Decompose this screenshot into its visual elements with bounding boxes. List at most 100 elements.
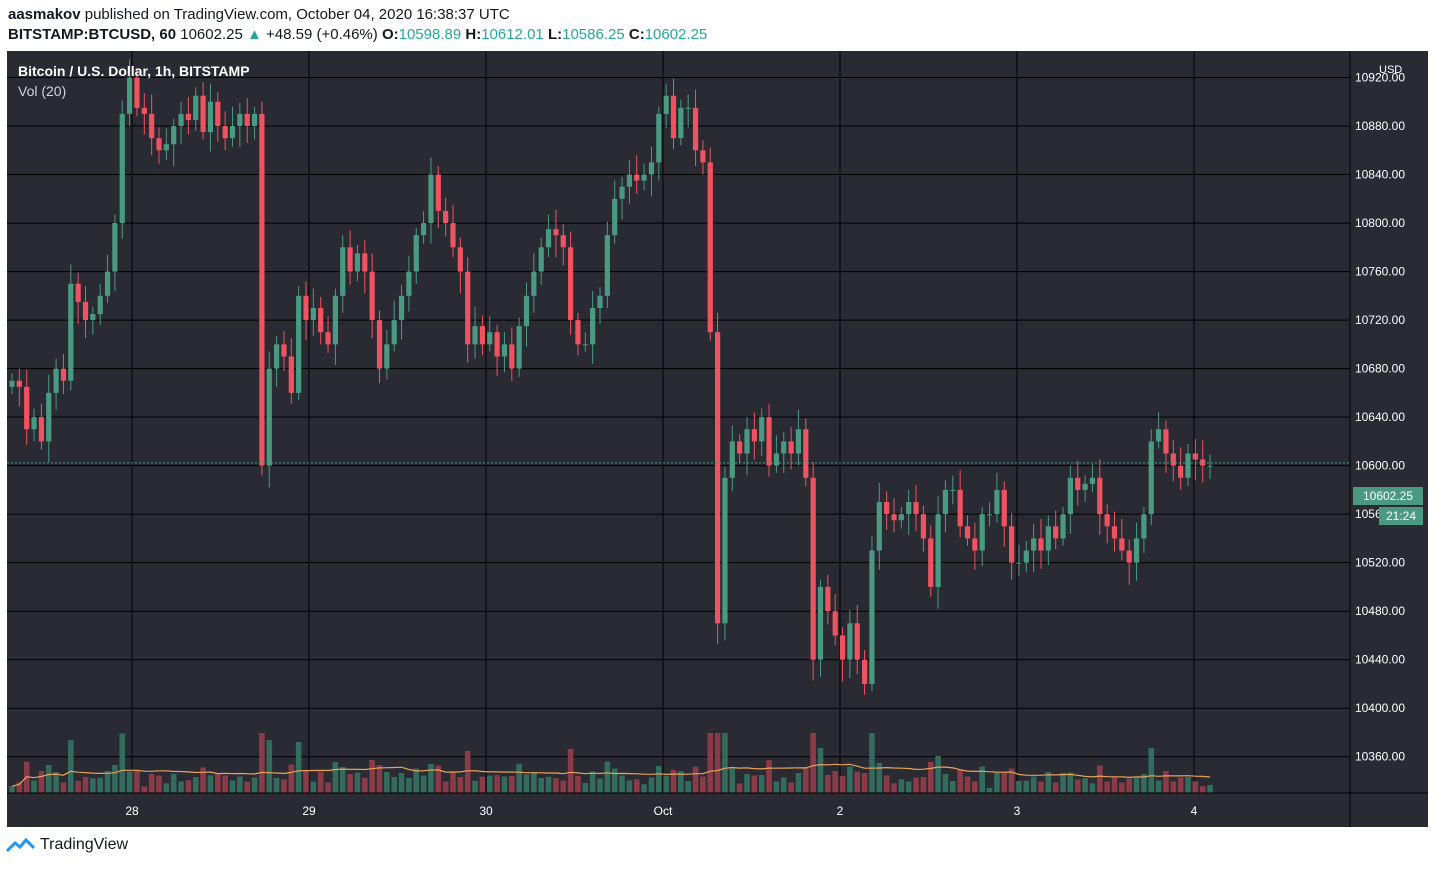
candle-body <box>134 77 140 108</box>
candle-body <box>207 101 214 133</box>
volume-bar <box>619 775 625 793</box>
volume-bars <box>9 733 1213 793</box>
candle-body <box>237 113 243 127</box>
volume-bar <box>714 733 721 793</box>
volume-bar <box>339 767 346 793</box>
candle-body <box>545 229 552 248</box>
candle-body <box>994 489 1000 515</box>
time-tick-label: Oct <box>654 804 673 818</box>
volume-bar <box>486 775 493 793</box>
candle-body <box>1082 483 1088 490</box>
volume-bar <box>1170 781 1177 793</box>
price-tick-label: 10640.00 <box>1355 410 1405 424</box>
candle-body <box>1185 453 1191 478</box>
volume-bar <box>450 772 456 793</box>
volume-bar <box>266 740 273 793</box>
candle-body <box>354 253 361 272</box>
candle-body <box>1089 477 1096 484</box>
volume-bar <box>1030 776 1037 793</box>
publish-date: published on TradingView.com, October 04… <box>84 6 510 23</box>
publisher-name[interactable]: aasmakov <box>8 6 81 23</box>
candle-body <box>810 477 816 660</box>
chart-title: Bitcoin / U.S. Dollar, 1h, BITSTAMP <box>18 63 250 79</box>
volume-bar <box>633 779 640 793</box>
candle-body <box>957 489 963 527</box>
price-tick-label: 10440.00 <box>1355 653 1405 667</box>
price-tick-label: 10400.00 <box>1355 701 1405 715</box>
volume-bar <box>1207 785 1213 793</box>
candle-body <box>104 271 111 296</box>
volume-bar <box>729 767 736 793</box>
candle-body <box>472 326 478 345</box>
candle-body <box>24 386 30 430</box>
time-axis[interactable]: 28 29 30 Oct 2 3 4 <box>7 51 1428 827</box>
candle-body <box>156 138 162 151</box>
candle-body <box>972 538 978 551</box>
volume-bar <box>876 763 883 793</box>
publish-info: aasmakov published on TradingView.com, O… <box>8 6 510 23</box>
candle-body <box>1067 477 1073 515</box>
candle-body <box>869 550 875 684</box>
volume-bar <box>597 778 603 793</box>
candle-body <box>60 368 67 381</box>
volume-bar <box>641 784 647 793</box>
candle-body <box>1045 526 1051 551</box>
candle-body <box>1031 538 1037 551</box>
candle-body <box>303 295 309 321</box>
candle-body <box>200 95 206 133</box>
volume-bar <box>391 777 397 793</box>
candle-body <box>862 659 868 684</box>
price-tick-label: 10680.00 <box>1355 362 1405 376</box>
volume-bar <box>1052 782 1059 793</box>
candle-body <box>523 295 530 327</box>
volume-bar <box>310 781 317 793</box>
volume-bar <box>332 762 339 793</box>
candle-body <box>1163 429 1169 454</box>
candle-body <box>428 174 434 224</box>
volume-bar <box>950 781 956 793</box>
volume-bar <box>1104 781 1110 793</box>
candle-body <box>751 429 757 442</box>
last-price-tag-text: 10602.25 <box>1363 489 1413 503</box>
candle-body <box>876 502 882 551</box>
price-axis[interactable]: 10360.00 10400.00 10440.00 10480.00 10520.00… <box>1355 51 1405 764</box>
volume-bar <box>986 788 993 793</box>
volume-bar <box>435 765 442 793</box>
candle-body <box>516 326 522 369</box>
footer-logo[interactable]: TradingView <box>6 836 128 854</box>
candle-body <box>759 417 765 442</box>
volume-bar <box>795 773 802 793</box>
tradingview-logo-icon <box>6 837 36 853</box>
price-tick-label: 10800.00 <box>1355 216 1405 230</box>
candle-body <box>891 514 897 521</box>
volume-bar <box>82 776 89 793</box>
candle-body <box>1009 526 1015 563</box>
candle-body <box>435 174 441 211</box>
volume-bar <box>1126 778 1132 793</box>
price-tick-label: 10360.00 <box>1355 750 1405 764</box>
candle-body <box>795 429 802 454</box>
volume-bar <box>38 771 45 793</box>
price-chart[interactable]: 10360.00 10400.00 10440.00 10480.00 10520.00… <box>7 51 1428 827</box>
candle-body <box>641 174 647 181</box>
candle-body <box>1141 514 1147 539</box>
volume-bar <box>891 783 897 793</box>
candle-body <box>332 295 338 345</box>
candle-body <box>737 441 743 454</box>
candle-body <box>127 77 133 114</box>
volume-bar <box>170 773 177 793</box>
candle-body <box>487 332 493 345</box>
candle-body <box>575 320 581 345</box>
candle-body <box>46 392 52 442</box>
volume-bar <box>501 776 508 793</box>
volume-bar <box>1111 777 1118 793</box>
candle-body <box>913 502 919 515</box>
candle-body <box>670 95 677 139</box>
price-tick-label: 10880.00 <box>1355 119 1405 133</box>
candle-body <box>112 223 118 272</box>
candle-body <box>935 514 941 587</box>
candle-body <box>766 417 772 466</box>
candle-body <box>119 113 125 224</box>
candle-body <box>825 586 831 612</box>
candle-body <box>222 126 228 139</box>
